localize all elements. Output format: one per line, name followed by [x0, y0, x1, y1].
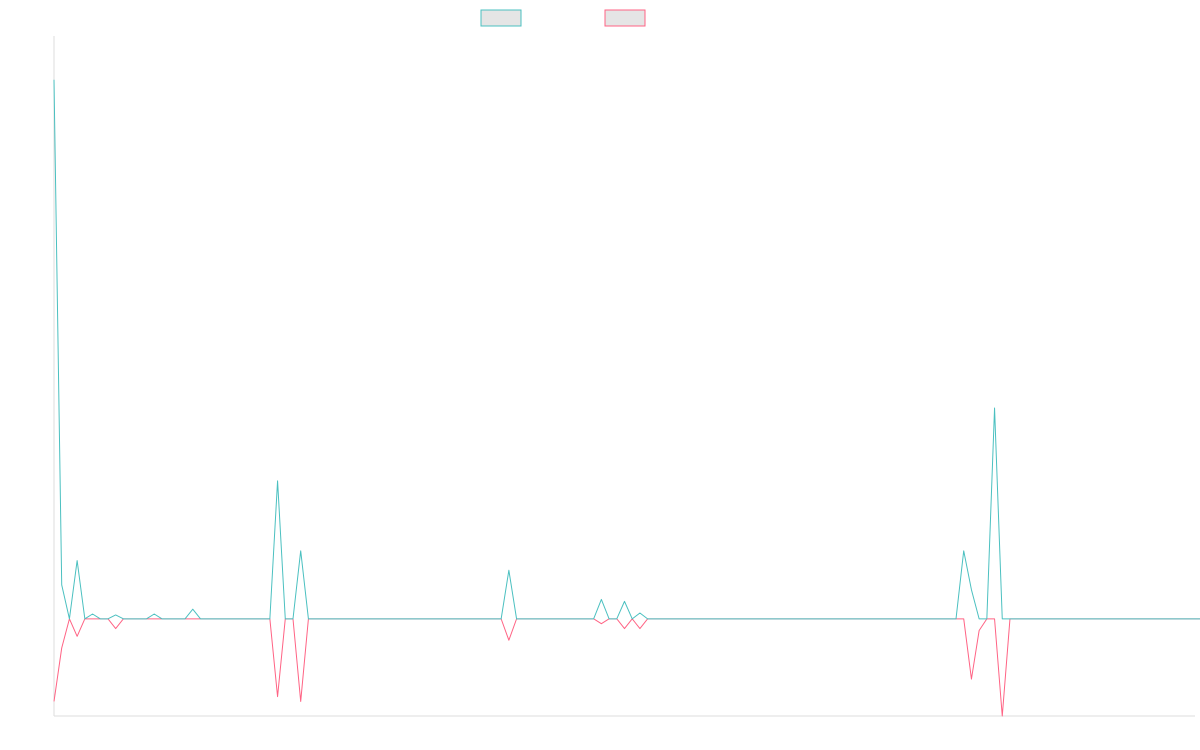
series-line-a[interactable] — [53, 79, 1200, 620]
axes — [53, 36, 1195, 717]
series-line-b[interactable] — [53, 618, 1200, 717]
series-layer — [53, 79, 1200, 717]
legend-swatch-series-a[interactable] — [480, 9, 522, 27]
legend — [480, 9, 646, 27]
legend-swatch-series-b[interactable] — [604, 9, 646, 27]
